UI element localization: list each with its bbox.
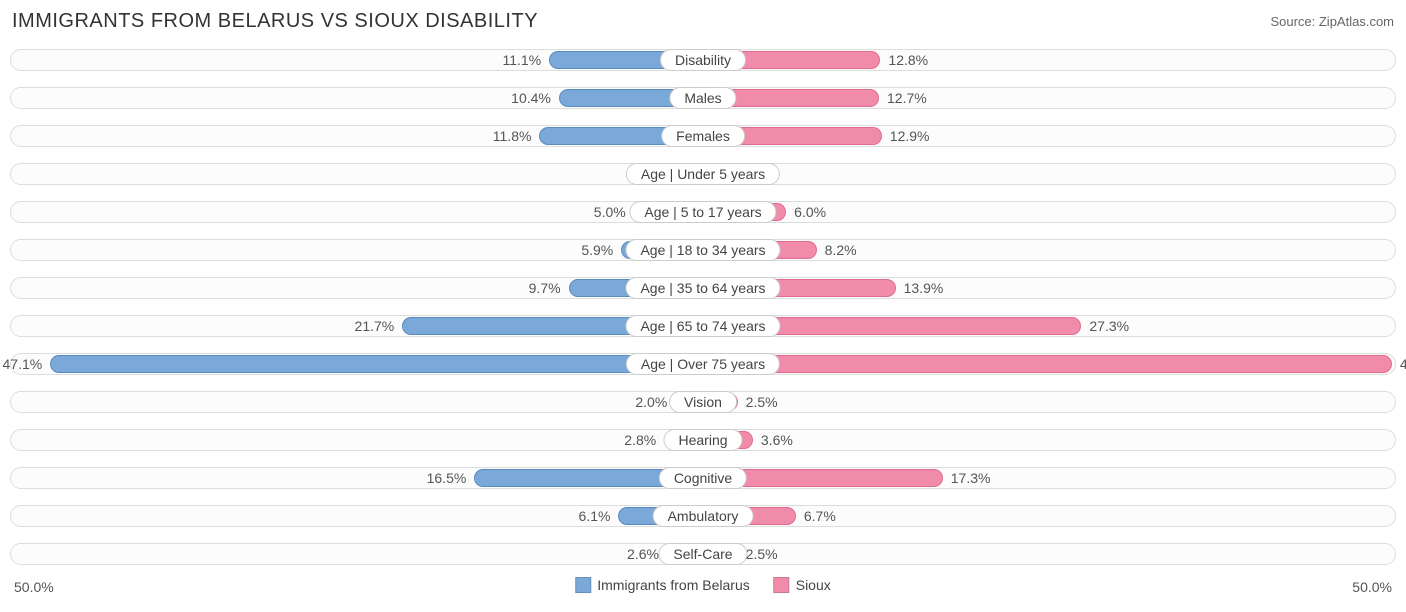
- value-left: 2.0%: [635, 393, 667, 411]
- legend: Immigrants from Belarus Sioux: [575, 577, 831, 593]
- bar-left: [50, 355, 703, 373]
- value-left: 5.0%: [594, 203, 626, 221]
- chart-row: 47.1%49.7%Age | Over 75 years: [10, 347, 1396, 381]
- value-left: 9.7%: [529, 279, 561, 297]
- chart-row: 6.1% 6.7% Ambulatory: [10, 499, 1396, 533]
- value-left: 11.1%: [502, 51, 541, 69]
- value-left: 10.4%: [511, 89, 551, 107]
- header: IMMIGRANTS FROM BELARUS VS SIOUX DISABIL…: [10, 6, 1396, 43]
- value-right: 12.9%: [890, 127, 930, 145]
- category-label: Hearing: [663, 429, 742, 451]
- chart-row: 9.7% 13.9% Age | 35 to 64 years: [10, 271, 1396, 305]
- category-label: Self-Care: [658, 543, 747, 565]
- category-label: Age | 65 to 74 years: [625, 315, 780, 337]
- category-label: Vision: [669, 391, 737, 413]
- value-right: 12.8%: [888, 51, 928, 69]
- value-right: 17.3%: [951, 469, 991, 487]
- axis-max-left: 50.0%: [14, 579, 54, 595]
- value-right: 2.5%: [746, 545, 778, 563]
- category-label: Males: [669, 87, 736, 109]
- legend-swatch-left: [575, 577, 591, 593]
- value-right: 8.2%: [825, 241, 857, 259]
- legend-item-right: Sioux: [774, 577, 831, 593]
- value-right: 12.7%: [887, 89, 927, 107]
- chart-row: 1.0%1.8%Age | Under 5 years: [10, 157, 1396, 191]
- diverging-bar-chart: 11.1% 12.8% Disability 10.4% 12.7% Males 11.8%…: [10, 43, 1396, 571]
- chart-row: 2.0% 2.5% Vision: [10, 385, 1396, 419]
- value-left: 5.9%: [581, 241, 613, 259]
- value-left: 11.8%: [493, 127, 532, 145]
- category-label: Age | Over 75 years: [626, 353, 780, 375]
- chart-row: 5.0% 6.0% Age | 5 to 17 years: [10, 195, 1396, 229]
- value-right: 6.0%: [794, 203, 826, 221]
- value-right: 2.5%: [746, 393, 778, 411]
- legend-item-left: Immigrants from Belarus: [575, 577, 749, 593]
- value-left: 16.5%: [427, 469, 467, 487]
- category-label: Females: [661, 125, 745, 147]
- chart-row: 2.6% 2.5%Self-Care: [10, 537, 1396, 571]
- chart-row: 10.4% 12.7% Males: [10, 81, 1396, 115]
- source-attribution: Source: ZipAtlas.com: [1270, 14, 1394, 29]
- category-label: Cognitive: [659, 467, 747, 489]
- category-label: Age | 35 to 64 years: [625, 277, 780, 299]
- category-label: Age | Under 5 years: [626, 163, 780, 185]
- category-label: Ambulatory: [653, 505, 754, 527]
- chart-footer: 50.0% 50.0% Immigrants from Belarus Siou…: [10, 575, 1396, 601]
- value-left: 6.1%: [579, 507, 611, 525]
- value-right: 3.6%: [761, 431, 793, 449]
- category-label: Age | 18 to 34 years: [625, 239, 780, 261]
- value-left: 21.7%: [355, 317, 395, 335]
- value-right: 27.3%: [1089, 317, 1129, 335]
- legend-label-right: Sioux: [796, 577, 831, 593]
- chart-title: IMMIGRANTS FROM BELARUS VS SIOUX DISABIL…: [12, 10, 538, 33]
- bar-right: [703, 355, 1392, 373]
- legend-label-left: Immigrants from Belarus: [597, 577, 749, 593]
- value-right: 49.7%: [1400, 355, 1406, 373]
- chart-row: 5.9% 8.2% Age | 18 to 34 years: [10, 233, 1396, 267]
- value-left: 47.1%: [3, 355, 43, 373]
- value-right: 6.7%: [804, 507, 836, 525]
- category-label: Age | 5 to 17 years: [629, 201, 776, 223]
- value-right: 13.9%: [904, 279, 944, 297]
- axis-max-right: 50.0%: [1352, 579, 1392, 595]
- chart-row: 2.8% 3.6% Hearing: [10, 423, 1396, 457]
- chart-row: 16.5% 17.3% Cognitive: [10, 461, 1396, 495]
- chart-row: 21.7% 27.3% Age | 65 to 74 years: [10, 309, 1396, 343]
- value-left: 2.8%: [624, 431, 656, 449]
- category-label: Disability: [660, 49, 746, 71]
- value-left: 2.6%: [627, 545, 659, 563]
- legend-swatch-right: [774, 577, 790, 593]
- chart-row: 11.1% 12.8% Disability: [10, 43, 1396, 77]
- chart-row: 11.8% 12.9% Females: [10, 119, 1396, 153]
